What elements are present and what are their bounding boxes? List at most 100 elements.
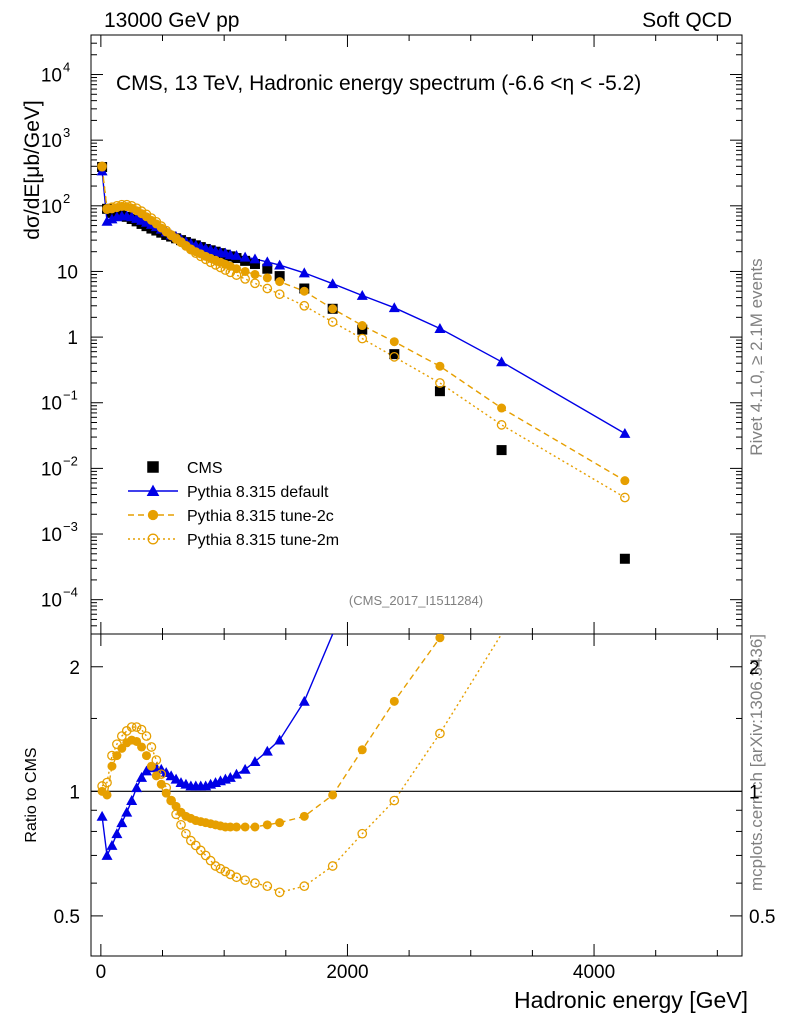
tune-2m-marker: [435, 728, 445, 739]
tune-2m-marker: [161, 782, 172, 793]
default-marker: [146, 484, 160, 497]
default-marker: [274, 259, 286, 270]
tune-2m-marker: [389, 352, 400, 362]
tune-2c-marker: [147, 509, 159, 521]
tune2c-ratio-line: [101, 637, 441, 828]
tune-2m-marker: [171, 809, 181, 820]
legend-item-tune2m: Pythia 8.315 tune-2m: [128, 532, 339, 549]
tune-2m-marker: [357, 333, 368, 344]
legend-label: Pythia 8.315 default: [187, 484, 329, 501]
tune-2c-marker: [435, 634, 445, 643]
tune-2c-marker: [240, 266, 250, 276]
default-marker: [136, 772, 148, 782]
tune-2m-marker: [210, 861, 221, 871]
tune-2m-marker: [215, 262, 226, 273]
y-tick-exponent: −1: [63, 388, 78, 403]
default-marker: [249, 756, 261, 766]
analysis-id: (CMS_2017_I1511284): [349, 593, 483, 608]
tune-2m-marker: [205, 257, 216, 268]
tune-2m-marker: [112, 200, 122, 211]
tune-2m-marker: [240, 274, 250, 284]
cms-data-point: [434, 386, 445, 397]
tune-2m-marker: [126, 722, 137, 732]
x-tick-label: 4000: [573, 962, 615, 983]
default-marker: [230, 250, 242, 260]
tune-2m-marker: [250, 878, 260, 888]
tune-2c-marker: [97, 162, 107, 172]
tune-2c-marker: [262, 273, 272, 283]
tune-2m-marker: [116, 199, 127, 210]
tune-2m-marker: [327, 861, 338, 871]
tune-2m-marker: [166, 230, 176, 240]
tune-2c-marker: [299, 811, 309, 821]
y-tick-exponent: 4: [63, 60, 70, 75]
default-marker: [126, 795, 138, 805]
tune-2m-marker: [121, 199, 132, 210]
cms-data-point: [496, 445, 507, 456]
default-marker: [106, 839, 118, 850]
tune-2c-marker: [620, 476, 630, 486]
default-marker: [101, 849, 113, 860]
rivet-version-label: Rivet 4.1.0, ≥ 2.1M events: [747, 258, 766, 455]
tune-2m-marker: [166, 795, 176, 806]
y-tick-exponent: 2: [63, 191, 70, 206]
tune-2c-marker: [141, 751, 151, 761]
x-axis-label: Hadronic energy [GeV]: [514, 987, 748, 1013]
ratio-y-tick-label-right: 2: [749, 658, 760, 679]
legend-label: Pythia 8.315 tune-2m: [187, 532, 339, 549]
source-label: mcplots.cern.ch [arXiv:1306.3436]: [747, 634, 766, 891]
y-tick-label: 10: [57, 262, 78, 283]
tune-2m-marker: [389, 795, 400, 806]
tune-2m-marker: [131, 203, 142, 214]
tune-2m-marker: [327, 317, 338, 327]
tune-2m-marker: [102, 203, 112, 214]
x-tick-label: 0: [96, 962, 107, 983]
tune-2c-marker: [151, 771, 161, 781]
tune-2m-marker: [225, 267, 236, 278]
ratio-y-tick-label: 1: [69, 782, 80, 803]
default-marker: [239, 763, 251, 774]
header-left: 13000 GeV pp: [104, 9, 239, 32]
tune-2c-marker: [112, 751, 122, 761]
ratio-frame: [90, 633, 743, 957]
legend-label: Pythia 8.315 tune-2c: [187, 508, 334, 525]
tune-2c-marker: [357, 321, 367, 331]
tune-2m-marker: [205, 855, 216, 866]
tune-2m-marker: [136, 206, 147, 216]
default-marker: [239, 251, 251, 262]
tune-2m-marker: [262, 283, 273, 294]
tune-2c-marker: [250, 269, 260, 279]
default-marker: [434, 323, 446, 333]
cms-data-point: [274, 271, 285, 282]
tune-2m-marker: [97, 781, 107, 791]
tune-2m-marker: [151, 755, 162, 765]
cms-data-point: [249, 258, 260, 269]
tune-2m-marker: [136, 724, 147, 735]
y-tick-label: 1: [67, 328, 78, 349]
tune-2m-marker: [112, 739, 122, 750]
default-line: [101, 170, 626, 435]
tune-2m-marker: [220, 265, 231, 275]
tune-2m-marker: [240, 875, 250, 886]
tune-2m-marker: [496, 420, 507, 430]
tune-2m-marker: [107, 750, 117, 761]
tune-2c-marker: [389, 696, 399, 706]
tune-2m-marker: [131, 722, 142, 732]
default-marker: [261, 745, 273, 756]
default-marker: [298, 695, 310, 706]
y-tick-label: 10: [41, 394, 62, 415]
main-series-group: [96, 161, 631, 564]
y-tick-exponent: −2: [63, 453, 78, 468]
tune-2m-marker: [181, 828, 191, 839]
tune-2c-marker: [357, 745, 367, 755]
tune-2m-marker: [231, 872, 242, 883]
y-tick-label: 10: [41, 459, 62, 480]
legend-item-cms: CMS: [147, 460, 223, 477]
default-marker: [261, 256, 273, 267]
tune-2m-marker: [210, 260, 221, 270]
cms-data-point: [389, 349, 400, 360]
y-tick-label: 10: [41, 525, 62, 546]
tune-2m-marker: [146, 742, 157, 752]
tune-2c-marker: [250, 822, 260, 832]
default-marker: [224, 772, 236, 782]
